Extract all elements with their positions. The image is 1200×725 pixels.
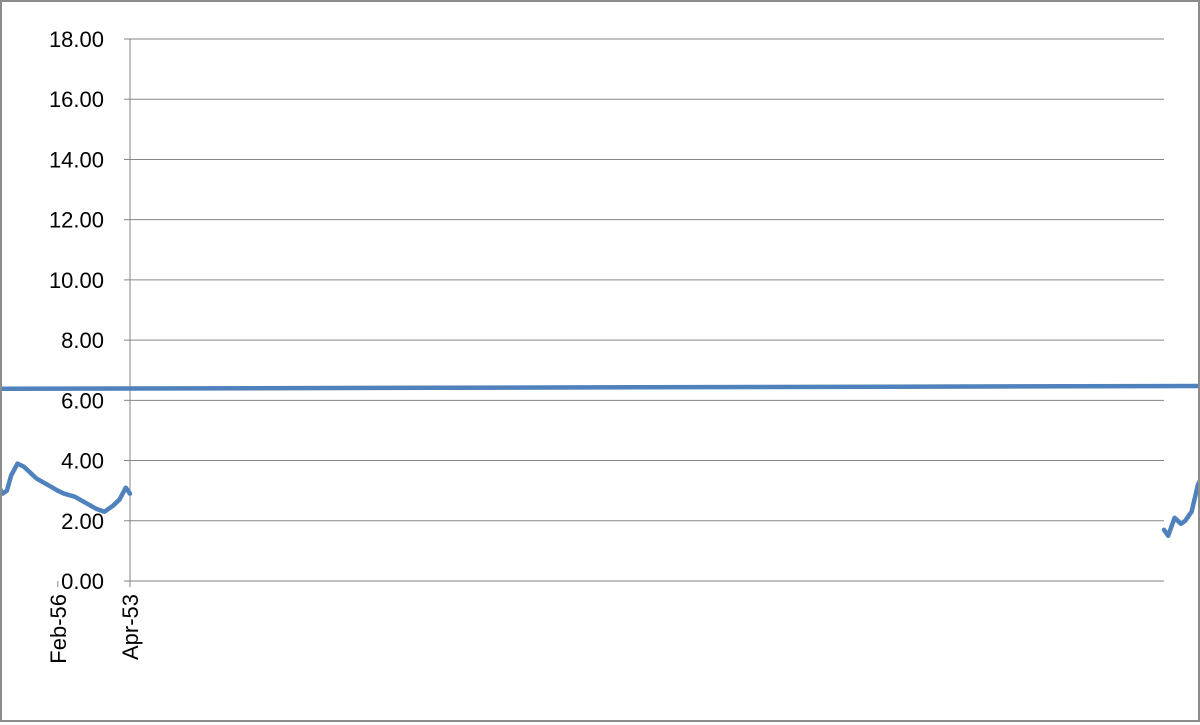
y-tick-label: 6.00 xyxy=(61,388,104,413)
y-tick-label: 12.00 xyxy=(49,208,104,233)
y-axis: 0.00 2.00 4.00 6.00 8.00 10.00 12.00 14.00 16.00… xyxy=(49,27,131,594)
y-tick-label: 8.00 xyxy=(61,328,104,353)
y-tick-label: 16.00 xyxy=(49,87,104,112)
series-group xyxy=(0,383,1200,539)
y-tick-label: 2.00 xyxy=(61,509,104,534)
y-tick-label: 0.00 xyxy=(61,569,104,594)
x-axis: Apr-53Feb-56Dec-58Oct-61Aug-64Jun-67Apr-… xyxy=(46,580,1164,664)
y-tick-label: 10.00 xyxy=(49,268,104,293)
x-tick-label: Apr-53 xyxy=(118,594,143,660)
y-tick-label: 4.00 xyxy=(61,449,104,474)
gridlines xyxy=(130,38,1164,522)
y-tick-label: 14.00 xyxy=(49,147,104,172)
y-tick-label: 18.00 xyxy=(49,27,104,52)
series-line xyxy=(0,383,1200,539)
x-tick-label: Feb-56 xyxy=(46,594,71,664)
